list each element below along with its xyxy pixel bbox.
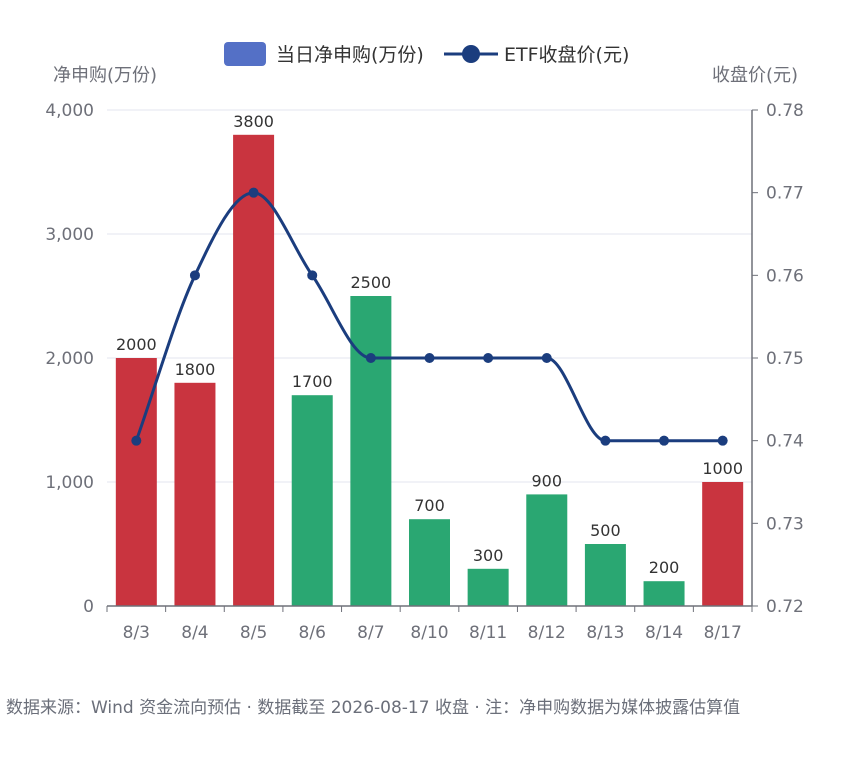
y-right-tick-label: 0.75 <box>766 349 804 369</box>
price-point <box>131 435 142 446</box>
chart: 当日净申购(万份) ETF收盘价(元) 净申购(万份) 收盘价(元) 20001… <box>45 42 804 643</box>
bar <box>467 568 509 606</box>
price-point <box>483 353 494 363</box>
x-tick-label: 8/12 <box>528 623 566 643</box>
bar <box>526 494 568 606</box>
bar <box>291 395 333 606</box>
bar <box>233 134 275 607</box>
price-point <box>424 353 435 363</box>
bar-value-label: 200 <box>649 558 680 577</box>
bar-value-label: 700 <box>414 496 445 515</box>
price-point <box>717 435 728 446</box>
bar-series <box>115 134 744 607</box>
y-right-axis-title: 收盘价(元) <box>712 65 798 86</box>
bar <box>409 519 450 606</box>
x-tick-label: 8/4 <box>181 623 208 643</box>
bar <box>702 482 744 606</box>
legend[interactable]: 当日净申购(万份) ETF收盘价(元) <box>224 42 629 66</box>
bar-value-label: 1700 <box>292 372 333 391</box>
line-series <box>131 187 728 446</box>
y-right-tick-label: 0.73 <box>766 514 804 534</box>
price-point <box>659 435 670 446</box>
bar <box>174 382 216 606</box>
source-footnote: 数据来源：Wind 资金流向预估 · 数据截至 2026-08-17 收盘 · … <box>6 698 741 718</box>
x-tick-label: 8/17 <box>704 623 742 643</box>
legend-bar-label[interactable]: 当日净申购(万份) <box>276 44 424 66</box>
bar-value-label: 2000 <box>116 335 157 354</box>
x-tick-label: 8/14 <box>645 623 683 643</box>
axes: 8/3 8/4 8/5 8/6 8/7 8/10 8/11 8/12 8/13 8/14 8/17 0… <box>45 101 804 643</box>
bar-value-label: 1000 <box>702 459 743 478</box>
price-point <box>189 270 200 281</box>
legend-line-marker[interactable] <box>462 45 480 63</box>
price-line <box>134 191 723 443</box>
bar-value-label: 2500 <box>351 273 392 292</box>
bar-value-label: 300 <box>473 546 504 565</box>
x-tick-label: 8/13 <box>586 623 624 643</box>
y-left-tick-label: 1,000 <box>45 473 94 493</box>
price-point <box>541 353 552 363</box>
price-point <box>307 270 318 281</box>
x-tick-label: 8/6 <box>299 623 326 643</box>
x-tick-label: 8/3 <box>123 623 150 643</box>
x-tick-label: 8/10 <box>410 623 448 643</box>
y-left-axis-title: 净申购(万份) <box>53 65 157 86</box>
legend-line-label[interactable]: ETF收盘价(元) <box>504 44 629 66</box>
bar-value-label: 500 <box>590 521 621 540</box>
bar-value-label: 3800 <box>233 112 274 131</box>
price-point <box>248 187 259 198</box>
y-right-tick-label: 0.78 <box>766 101 804 121</box>
bar <box>350 296 392 606</box>
y-right-tick-label: 0.72 <box>766 597 804 617</box>
y-left-tick-label: 0 <box>83 597 94 617</box>
price-point <box>600 435 611 446</box>
bar <box>643 581 685 606</box>
y-left-tick-label: 3,000 <box>45 225 94 245</box>
bar-value-label: 1800 <box>175 360 216 379</box>
y-right-tick-label: 0.76 <box>766 266 804 286</box>
x-tick-label: 8/7 <box>357 623 384 643</box>
bar-value-label: 900 <box>531 471 562 490</box>
y-right-tick-label: 0.77 <box>766 184 804 204</box>
bar-data-labels: 2000 1800 3800 1700 2500 700 300 900 500 200 1000 <box>116 112 743 577</box>
x-tick-label: 8/11 <box>469 623 507 643</box>
y-right-tick-label: 0.74 <box>766 432 804 452</box>
y-left-tick-label: 4,000 <box>45 101 94 121</box>
legend-bar-swatch[interactable] <box>224 42 266 66</box>
price-point <box>365 353 376 363</box>
x-tick-label: 8/5 <box>240 623 267 643</box>
y-left-tick-label: 2,000 <box>45 349 94 369</box>
bar <box>584 544 626 606</box>
